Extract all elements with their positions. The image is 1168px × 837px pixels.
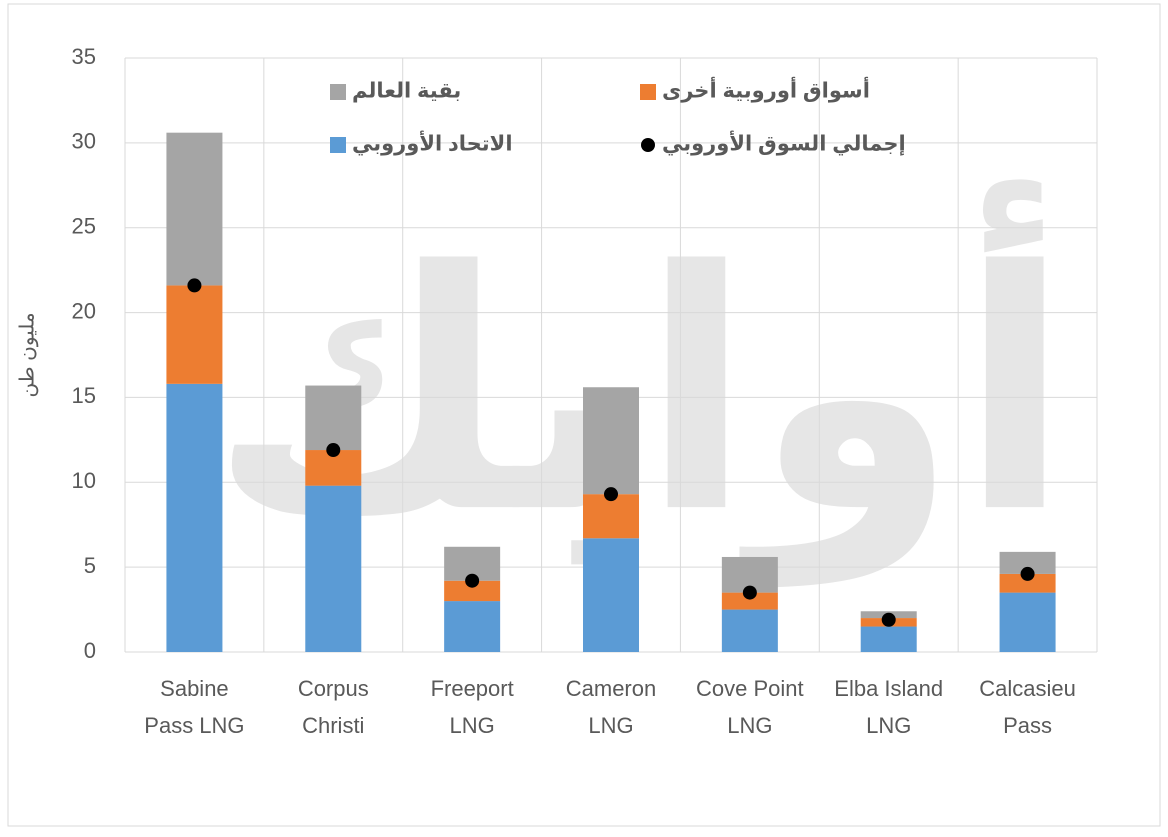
total-dot <box>742 585 757 600</box>
total-dot <box>187 278 202 293</box>
x-tick-label: Pass LNG <box>144 713 244 738</box>
bar-segment <box>721 592 778 610</box>
y-tick-label: 20 <box>72 298 96 323</box>
bar-segment <box>166 132 223 286</box>
total-dot <box>1020 566 1035 581</box>
bar-segment <box>444 580 501 602</box>
x-tick-label: LNG <box>588 713 633 738</box>
x-tick-label: Cameron <box>566 676 656 701</box>
bar-segment <box>999 573 1056 593</box>
bar-segment <box>305 385 362 451</box>
x-tick-label: Calcasieu <box>979 676 1076 701</box>
x-tick-label: Pass <box>1003 713 1052 738</box>
y-tick-label: 10 <box>72 468 96 493</box>
bar-segment <box>444 601 501 652</box>
x-tick-label: LNG <box>866 713 911 738</box>
x-tick-label: Elba Island <box>834 676 943 701</box>
y-axis-label: مليون طن <box>16 312 38 397</box>
bar-segment <box>166 285 223 384</box>
total-dot <box>881 612 896 627</box>
x-tick-label: Corpus <box>298 676 369 701</box>
total-dot <box>326 443 341 458</box>
bar-segment <box>583 387 639 495</box>
legend-label: إجمالي السوق الأوروبي <box>662 130 906 156</box>
bar-segment <box>999 592 1056 652</box>
legend-label: أسواق أوروبية أخرى <box>662 76 870 103</box>
bar-segment <box>721 609 778 652</box>
bar-segment <box>305 485 362 652</box>
legend-label: بقية العالم <box>352 80 461 103</box>
legend-marker <box>641 138 655 152</box>
y-tick-label: 30 <box>72 129 96 154</box>
y-tick-label: 0 <box>84 638 96 663</box>
bar-segment <box>860 626 917 652</box>
legend-marker <box>330 137 346 153</box>
y-tick-label: 35 <box>72 44 96 69</box>
x-tick-label: Cove Point <box>696 676 804 701</box>
y-tick-label: 5 <box>84 553 96 578</box>
x-tick-label: Sabine <box>160 676 229 701</box>
legend-label: الاتحاد الأوروبي <box>352 130 513 156</box>
x-tick-label: Freeport <box>431 676 514 701</box>
bar-segment <box>166 383 223 652</box>
y-tick-label: 15 <box>72 383 96 408</box>
total-dot <box>465 573 480 588</box>
bar-segment <box>999 551 1056 574</box>
y-tick-label: 25 <box>72 214 96 239</box>
bar-segment <box>583 494 639 539</box>
bar-segment <box>583 538 639 652</box>
legend-marker <box>640 84 656 100</box>
legend-marker <box>330 84 346 100</box>
total-dot <box>604 487 618 502</box>
x-tick-label: LNG <box>727 713 772 738</box>
x-tick-label: Christi <box>302 713 364 738</box>
x-tick-label: LNG <box>450 713 495 738</box>
